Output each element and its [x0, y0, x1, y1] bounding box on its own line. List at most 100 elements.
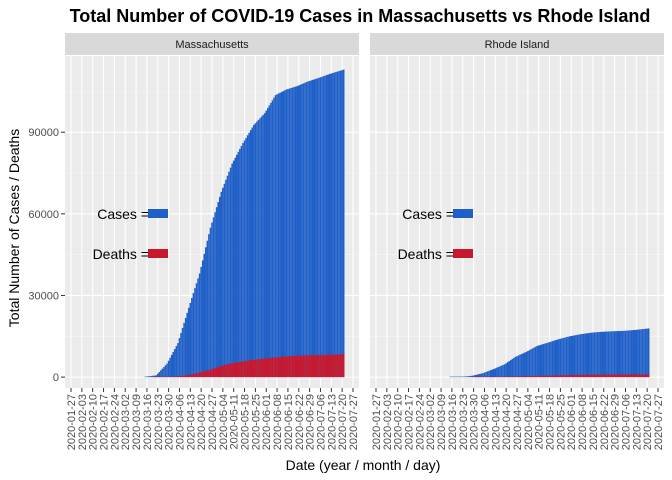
deaths-bar	[516, 376, 518, 378]
x-tick-label: 2020-04-20	[501, 394, 513, 450]
deaths-bar	[638, 374, 641, 378]
deaths-bar	[248, 360, 250, 378]
deaths-bar	[313, 355, 316, 378]
cases-bar	[149, 376, 151, 378]
cases-bar	[534, 346, 537, 378]
x-tick-label: 2020-05-25	[555, 394, 567, 450]
cases-bar	[339, 70, 342, 378]
x-tick-label: 2020-07-20	[337, 394, 349, 450]
cases-bar	[564, 337, 566, 378]
deaths-bar	[287, 356, 289, 378]
deaths-bar	[472, 376, 475, 378]
deaths-bar	[316, 355, 319, 378]
cases-bar	[483, 372, 486, 378]
deaths-bar	[163, 376, 165, 378]
x-tick-label: 2020-07-06	[620, 394, 632, 450]
x-tick-label: 2020-02-03	[382, 394, 394, 450]
deaths-bar	[318, 355, 320, 378]
cases-bar	[528, 350, 531, 378]
deaths-bar	[302, 355, 305, 378]
x-tick-label: 2020-03-23	[458, 394, 470, 450]
deaths-bar	[528, 376, 531, 378]
cases-bar	[466, 376, 469, 378]
x-tick-label: 2020-06-29	[305, 394, 317, 450]
cases-bar	[184, 317, 187, 378]
cases-bar	[279, 92, 281, 378]
cases-bar	[463, 376, 466, 378]
cases-bar	[288, 88, 291, 378]
deaths-bar	[572, 375, 574, 378]
cases-bar	[624, 330, 627, 378]
cases-bar	[638, 329, 641, 378]
deaths-bar	[606, 374, 608, 378]
deaths-bar	[169, 376, 171, 378]
deaths-bar	[245, 360, 247, 378]
y-tick-label: 90000	[28, 127, 59, 139]
cases-bar	[194, 288, 196, 378]
deaths-bar	[330, 354, 333, 378]
facet-strip-label: Rhode Island	[485, 39, 550, 51]
deaths-bar	[174, 376, 176, 378]
cases-bar	[545, 343, 548, 378]
x-tick-label: 2020-01-27	[371, 394, 383, 450]
cases-bar	[189, 302, 192, 378]
deaths-bar	[482, 376, 484, 378]
cases-bar	[215, 207, 218, 378]
deaths-bar	[215, 367, 218, 378]
x-tick-label: 2020-06-08	[272, 394, 284, 450]
cases-bar	[647, 328, 650, 378]
cases-bar	[640, 329, 642, 378]
cases-bar	[525, 351, 528, 378]
cases-bar	[567, 336, 569, 378]
deaths-bar	[299, 355, 302, 378]
cases-bar	[318, 77, 320, 378]
legend-label-deaths: Deaths =	[93, 246, 149, 262]
cases-bar	[197, 278, 199, 378]
deaths-bar	[589, 374, 591, 378]
deaths-bar	[544, 375, 546, 378]
cases-bar	[499, 366, 501, 378]
deaths-bar	[492, 376, 495, 378]
deaths-bar	[523, 376, 526, 378]
deaths-bar	[491, 376, 493, 378]
cases-bar	[270, 102, 272, 378]
cases-bar	[542, 344, 545, 378]
cases-bar	[293, 87, 295, 378]
deaths-bar	[601, 374, 603, 378]
deaths-bar	[279, 356, 281, 378]
deaths-bar	[643, 374, 645, 378]
cases-bar	[480, 373, 483, 378]
cases-bar	[257, 119, 260, 378]
deaths-bar	[551, 375, 554, 378]
cases-bar	[183, 322, 185, 378]
cases-bar	[319, 77, 322, 378]
cases-bar	[581, 334, 583, 378]
deaths-bar	[270, 357, 272, 378]
deaths-bar	[570, 375, 573, 378]
deaths-bar	[548, 375, 551, 378]
cases-bar	[522, 353, 524, 378]
cases-bar	[191, 297, 193, 378]
deaths-bar	[488, 376, 490, 378]
deaths-bar	[623, 374, 625, 378]
cases-bar	[232, 160, 235, 378]
cases-bar	[192, 293, 195, 378]
deaths-bar	[624, 374, 627, 378]
deaths-bar	[500, 376, 503, 378]
cases-bar	[520, 353, 523, 378]
deaths-bar	[585, 374, 588, 378]
deaths-bar	[339, 354, 342, 378]
cases-bar	[229, 167, 232, 378]
cases-bar	[212, 217, 215, 378]
cases-bar	[277, 93, 280, 378]
y-tick-label: 60000	[28, 209, 59, 221]
deaths-bar	[192, 373, 195, 378]
cases-bar	[330, 73, 333, 378]
x-tick-label: 2020-04-06	[479, 394, 491, 450]
x-tick-label: 2020-04-06	[174, 394, 186, 450]
deaths-bar	[610, 374, 613, 378]
cases-bar	[341, 70, 343, 378]
cases-bar	[146, 376, 148, 378]
x-tick-label: 2020-03-23	[153, 394, 165, 450]
deaths-bar	[596, 374, 599, 378]
